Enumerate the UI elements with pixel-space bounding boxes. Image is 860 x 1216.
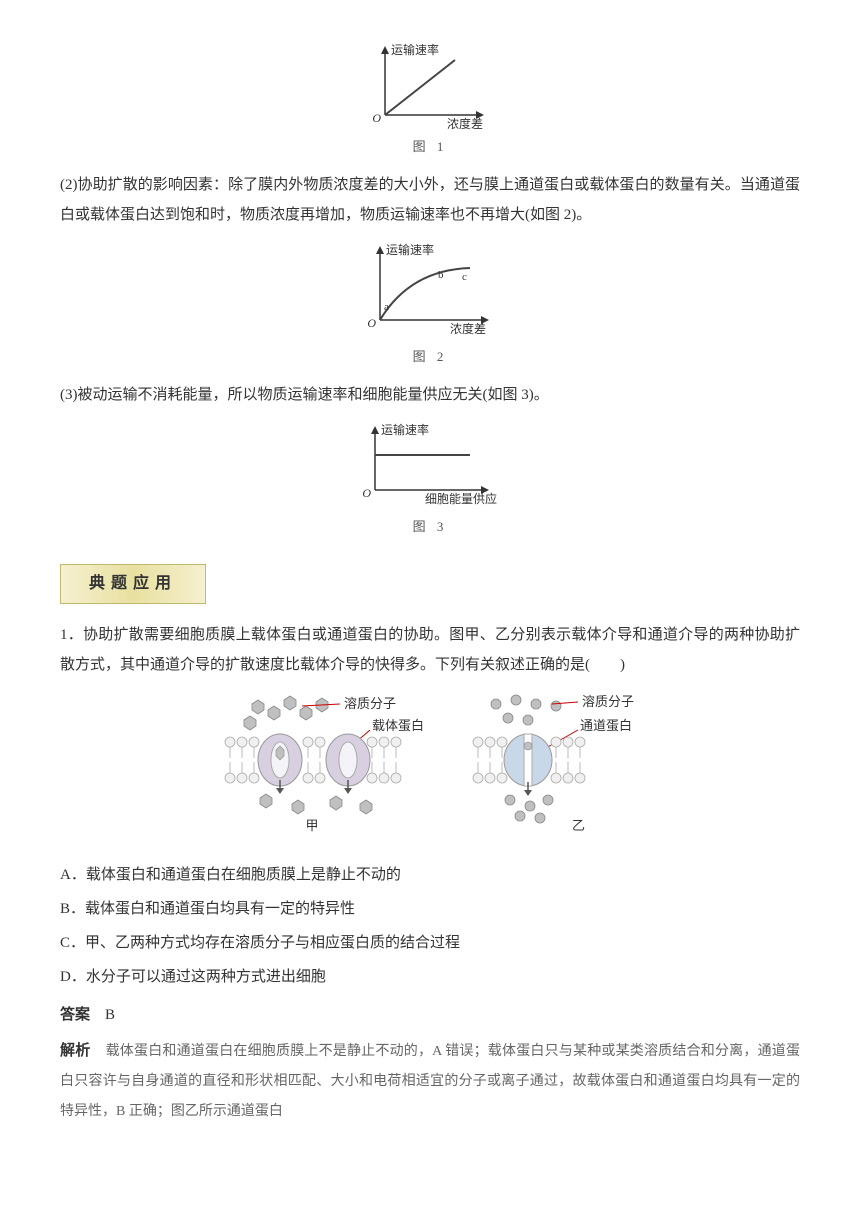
- question-1-stem: 1．协助扩散需要细胞质膜上载体蛋白或通道蛋白的协助。图甲、乙分别表示载体介导和通…: [60, 620, 800, 680]
- chart-1-svg: O 运输速率 浓度差: [355, 40, 505, 130]
- answer-label: 答案: [60, 1007, 90, 1023]
- option-a: A．载体蛋白和通道蛋白在细胞质膜上是静止不动的: [60, 860, 800, 890]
- svg-text:c: c: [462, 271, 467, 283]
- svg-text:浓度差: 浓度差: [447, 116, 483, 130]
- svg-text:乙: 乙: [572, 818, 585, 833]
- figure-3-caption: 图 3: [413, 514, 448, 540]
- option-b: B．载体蛋白和通道蛋白均具有一定的特异性: [60, 894, 800, 924]
- svg-text:O: O: [367, 316, 376, 330]
- answer-line: 答案 B: [60, 1000, 800, 1030]
- svg-text:溶质分子: 溶质分子: [582, 694, 634, 709]
- paragraph-2: (2)协助扩散的影响因素：除了膜内外物质浓度差的大小外，还与膜上通道蛋白或载体蛋…: [60, 170, 800, 230]
- option-c: C．甲、乙两种方式均存在溶质分子与相应蛋白质的结合过程: [60, 928, 800, 958]
- svg-text:运输速率: 运输速率: [386, 242, 434, 257]
- svg-text:甲: 甲: [305, 818, 318, 833]
- svg-text:b: b: [438, 269, 444, 281]
- chart-2-svg: O 运输速率 浓度差 a b c: [350, 240, 510, 340]
- svg-text:运输速率: 运输速率: [381, 422, 429, 437]
- svg-text:O: O: [362, 486, 371, 500]
- figure-3: O 运输速率 细胞能量供应 图 3: [60, 420, 800, 540]
- answer-value: B: [105, 1007, 115, 1023]
- svg-text:运输速率: 运输速率: [391, 42, 439, 57]
- q1-diagram-svg: 溶质分子 载体蛋白: [200, 690, 660, 850]
- section-banner: 典题应用: [60, 564, 206, 604]
- figure-2: O 运输速率 浓度差 a b c 图 2: [60, 240, 800, 370]
- explanation-label: 解析: [60, 1043, 90, 1059]
- figure-1: O 运输速率 浓度差 图 1: [60, 40, 800, 160]
- figure-1-caption: 图 1: [413, 134, 448, 160]
- option-d: D．水分子可以通过这两种方式进出细胞: [60, 962, 800, 992]
- svg-text:O: O: [372, 111, 381, 125]
- svg-text:a: a: [384, 301, 389, 313]
- svg-text:载体蛋白: 载体蛋白: [372, 718, 424, 733]
- figure-2-caption: 图 2: [413, 344, 448, 370]
- question-1-diagram: 溶质分子 载体蛋白: [60, 690, 800, 850]
- chart-3-svg: O 运输速率 细胞能量供应: [345, 420, 515, 510]
- svg-text:通道蛋白: 通道蛋白: [580, 718, 632, 733]
- svg-text:溶质分子: 溶质分子: [344, 696, 396, 711]
- paragraph-3: (3)被动运输不消耗能量，所以物质运输速率和细胞能量供应无关(如图 3)。: [60, 380, 800, 410]
- svg-text:细胞能量供应: 细胞能量供应: [425, 491, 497, 506]
- explanation-block: 解析 载体蛋白和通道蛋白在细胞质膜上不是静止不动的，A 错误；载体蛋白只与某种或…: [60, 1036, 800, 1126]
- explanation-text: 载体蛋白和通道蛋白在细胞质膜上不是静止不动的，A 错误；载体蛋白只与某种或某类溶…: [60, 1044, 800, 1119]
- svg-text:浓度差: 浓度差: [450, 321, 486, 336]
